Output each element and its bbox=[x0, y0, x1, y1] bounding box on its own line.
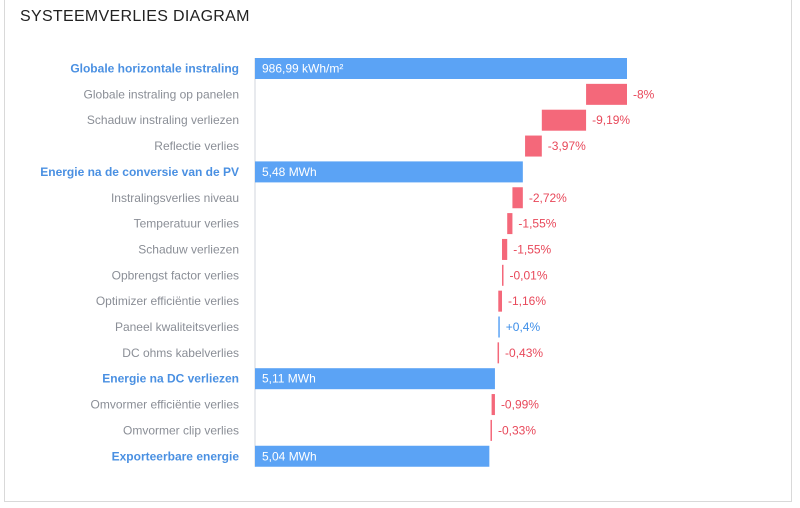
value-label: -1,55% bbox=[518, 217, 556, 231]
value-label: +0,4% bbox=[506, 320, 541, 334]
gain-bar bbox=[498, 316, 500, 338]
loss-bar bbox=[525, 135, 542, 157]
loss-bar bbox=[507, 213, 513, 235]
value-label: 5,04 MWh bbox=[262, 449, 317, 463]
total-bar bbox=[255, 161, 523, 183]
loss-bar bbox=[497, 342, 500, 364]
value-label: -1,55% bbox=[513, 242, 551, 256]
loss-bar bbox=[512, 187, 523, 209]
total-bar bbox=[255, 58, 627, 79]
chart-title: SYSTEEMVERLIES DIAGRAM bbox=[20, 8, 250, 25]
loss-bar bbox=[490, 419, 492, 441]
value-label: -0,33% bbox=[498, 423, 536, 437]
row-label: Omvormer efficiëntie verlies bbox=[91, 398, 240, 412]
row-label: Energie na DC verliezen bbox=[102, 372, 239, 386]
value-label: 5,11 MWh bbox=[262, 372, 316, 386]
row-label: Schaduw verliezen bbox=[138, 242, 239, 256]
row-label: Paneel kwaliteitsverlies bbox=[115, 320, 239, 334]
loss-bar bbox=[502, 238, 508, 260]
value-label: -9,19% bbox=[592, 113, 630, 127]
row-label: Instralingsverlies niveau bbox=[111, 191, 239, 205]
value-label: -1,16% bbox=[508, 294, 546, 308]
row-label: Temperatuur verlies bbox=[134, 217, 239, 231]
loss-bar bbox=[502, 264, 504, 286]
row-label: Opbrengst factor verlies bbox=[112, 268, 239, 282]
loss-bar bbox=[498, 290, 503, 312]
value-label: -0,99% bbox=[501, 398, 539, 412]
value-label: 986,99 kWh/m² bbox=[262, 62, 343, 76]
value-label: -0,43% bbox=[505, 346, 543, 360]
row-label: Exporteerbare energie bbox=[112, 449, 240, 463]
row-label: Reflectie verlies bbox=[154, 139, 239, 153]
row-label: Schaduw instraling verliezen bbox=[87, 113, 239, 127]
row-label: DC ohms kabelverlies bbox=[122, 346, 239, 360]
loss-bar bbox=[541, 109, 587, 131]
loss-bar bbox=[491, 394, 495, 416]
total-bar bbox=[255, 445, 490, 467]
row-label: Optimizer efficiëntie verlies bbox=[96, 294, 239, 308]
value-label: -8% bbox=[633, 87, 655, 101]
row-label: Energie na de conversie van de PV bbox=[40, 165, 239, 179]
row-label: Omvormer clip verlies bbox=[123, 423, 239, 437]
total-bar bbox=[255, 368, 495, 390]
value-label: -0,01% bbox=[510, 268, 548, 282]
row-label: Globale instraling op panelen bbox=[84, 87, 239, 101]
loss-bar bbox=[586, 83, 627, 105]
chart-card bbox=[4, 0, 792, 502]
row-label: Globale horizontale instraling bbox=[70, 62, 239, 76]
value-label: -3,97% bbox=[548, 139, 586, 153]
value-label: -2,72% bbox=[529, 191, 567, 205]
value-label: 5,48 MWh bbox=[262, 165, 317, 179]
